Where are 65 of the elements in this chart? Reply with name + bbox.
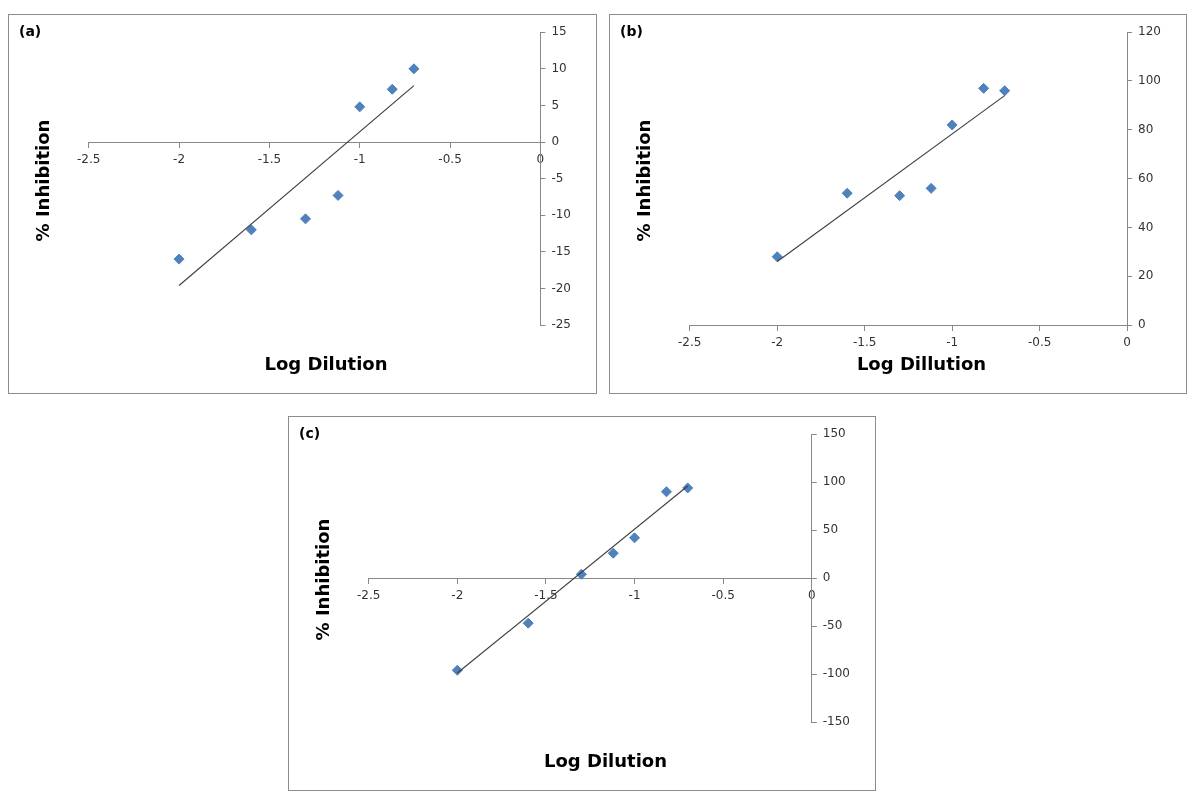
point <box>925 182 937 194</box>
point <box>408 63 420 75</box>
y-tick-label: 80 <box>1138 121 1154 136</box>
x-tick-label: -1 <box>946 335 959 350</box>
y-tick-label: -50 <box>822 618 843 633</box>
point <box>354 101 366 113</box>
x-tick-label: -2.5 <box>77 152 101 167</box>
x-tick-label: -0.5 <box>1027 335 1052 350</box>
y-tick-label: 0 <box>822 570 831 585</box>
y-tick-label: -100 <box>822 666 850 681</box>
x-tick-label: -1 <box>353 152 366 167</box>
y-tick-label: 40 <box>1138 219 1154 234</box>
y-tick-label: 100 <box>822 474 846 489</box>
point <box>607 547 619 559</box>
chart-title: (b) <box>620 23 643 39</box>
y-tick-label: 20 <box>1138 268 1154 283</box>
chart-title: (a) <box>19 23 42 39</box>
x-tick-label: -0.5 <box>711 588 735 603</box>
y-tick-label: 0 <box>1138 317 1146 332</box>
x-tick-label: -0.5 <box>438 152 462 167</box>
y-tick-label: -20 <box>551 280 572 295</box>
x-tick-label: -2 <box>771 335 784 350</box>
point <box>771 251 783 263</box>
point <box>841 187 853 199</box>
y-tick-label: 120 <box>1138 24 1161 39</box>
point <box>978 82 990 94</box>
point <box>946 119 958 131</box>
x-tick-label: -2 <box>173 152 186 167</box>
y-axis-title: % Inhibition <box>633 119 655 241</box>
y-tick-label: 150 <box>822 426 846 441</box>
point <box>660 486 672 498</box>
point <box>386 83 398 95</box>
x-axis-title: Log Dilution <box>542 750 668 771</box>
point <box>173 253 185 265</box>
x-tick-label: 0 <box>1123 335 1131 350</box>
x-tick-label: -2 <box>451 588 464 603</box>
chart-title: (c) <box>299 425 321 441</box>
y-tick-label: -5 <box>551 170 564 185</box>
y-tick-label: -150 <box>822 714 850 729</box>
y-axis-title: % Inhibition <box>312 518 334 641</box>
y-tick-label: -10 <box>551 207 572 222</box>
y-tick-label: 50 <box>822 522 839 537</box>
x-tick-label: -2.5 <box>357 588 381 603</box>
point <box>629 532 641 544</box>
y-tick-label: -15 <box>551 243 572 258</box>
point <box>300 213 312 225</box>
point <box>245 224 257 236</box>
y-tick-label: -25 <box>551 317 572 332</box>
y-tick-label: 15 <box>551 24 567 39</box>
point <box>332 189 344 201</box>
point <box>999 85 1011 97</box>
x-tick-label: -1.5 <box>257 152 282 167</box>
point <box>894 190 906 202</box>
y-tick-label: 100 <box>1138 73 1161 88</box>
y-tick-label: 5 <box>551 97 560 112</box>
y-tick-label: 60 <box>1138 170 1154 185</box>
x-axis-title: Log Dilution <box>263 353 389 374</box>
point <box>522 617 534 629</box>
y-tick-label: 0 <box>551 134 560 149</box>
x-tick-label: -1 <box>628 588 641 603</box>
y-axis-title: % Inhibition <box>32 119 54 241</box>
x-tick-label: -1.5 <box>852 335 877 350</box>
x-axis-title: Log Dillution <box>855 353 988 374</box>
x-tick-label: -2.5 <box>678 335 702 350</box>
y-tick-label: 10 <box>551 60 567 75</box>
